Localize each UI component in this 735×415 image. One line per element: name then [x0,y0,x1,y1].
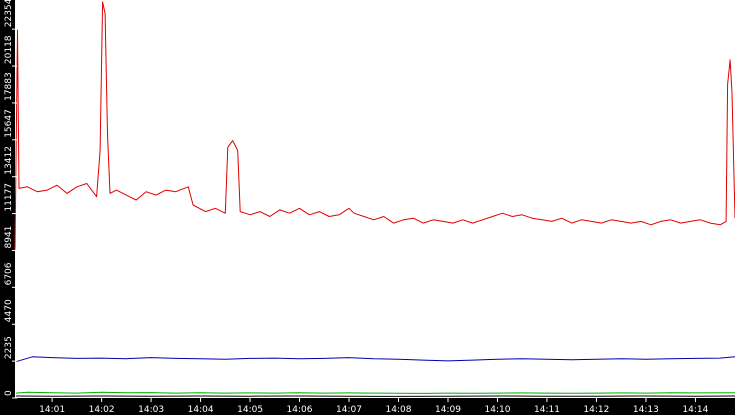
x-tick-label: 14:06 [287,405,313,415]
series-line-0 [14,1,735,250]
x-tick-label: 14:04 [188,405,214,415]
x-tick-label: 14:13 [633,405,659,415]
y-tick-label: 6706 [4,262,14,285]
y-tick-label: 4470 [4,299,14,322]
y-tick-label: 8941 [4,226,14,249]
x-tick-label: 14:01 [39,405,65,415]
x-axis-bar [0,398,735,415]
x-tick-label: 14:14 [682,405,708,415]
y-axis-ticks: 0 2235 4470 6706 8941 11177 13412 15647 17883 201… [4,0,17,399]
y-axis-bar [0,0,15,415]
y-tick-label: 2235 [4,336,14,359]
y-tick-label: 13412 [4,146,14,175]
y-tick-label: 15647 [4,109,14,138]
series-layer [14,1,735,397]
x-tick-label: 14:09 [435,405,461,415]
y-tick-label: 20118 [4,35,14,64]
x-tick-label: 14:05 [237,405,263,415]
x-axis-ticks: 14:01 14:02 14:03 14:04 14:05 14:06 14:07 14:08… [39,397,709,415]
series-line-1 [15,356,735,363]
x-tick-label: 14:08 [386,405,412,415]
y-tick-label: 17883 [4,72,14,101]
series-line-2 [15,391,735,394]
y-tick-label: 22354 [4,0,14,27]
y-tick-label: 0 [4,390,14,396]
x-tick-label: 14:12 [583,405,609,415]
x-tick-label: 14:03 [138,405,164,415]
y-tick-label: 11177 [4,183,14,212]
x-tick-label: 14:11 [534,405,560,415]
x-tick-label: 14:02 [89,405,115,415]
x-tick-label: 14:07 [336,405,362,415]
x-tick-label: 14:10 [485,405,511,415]
